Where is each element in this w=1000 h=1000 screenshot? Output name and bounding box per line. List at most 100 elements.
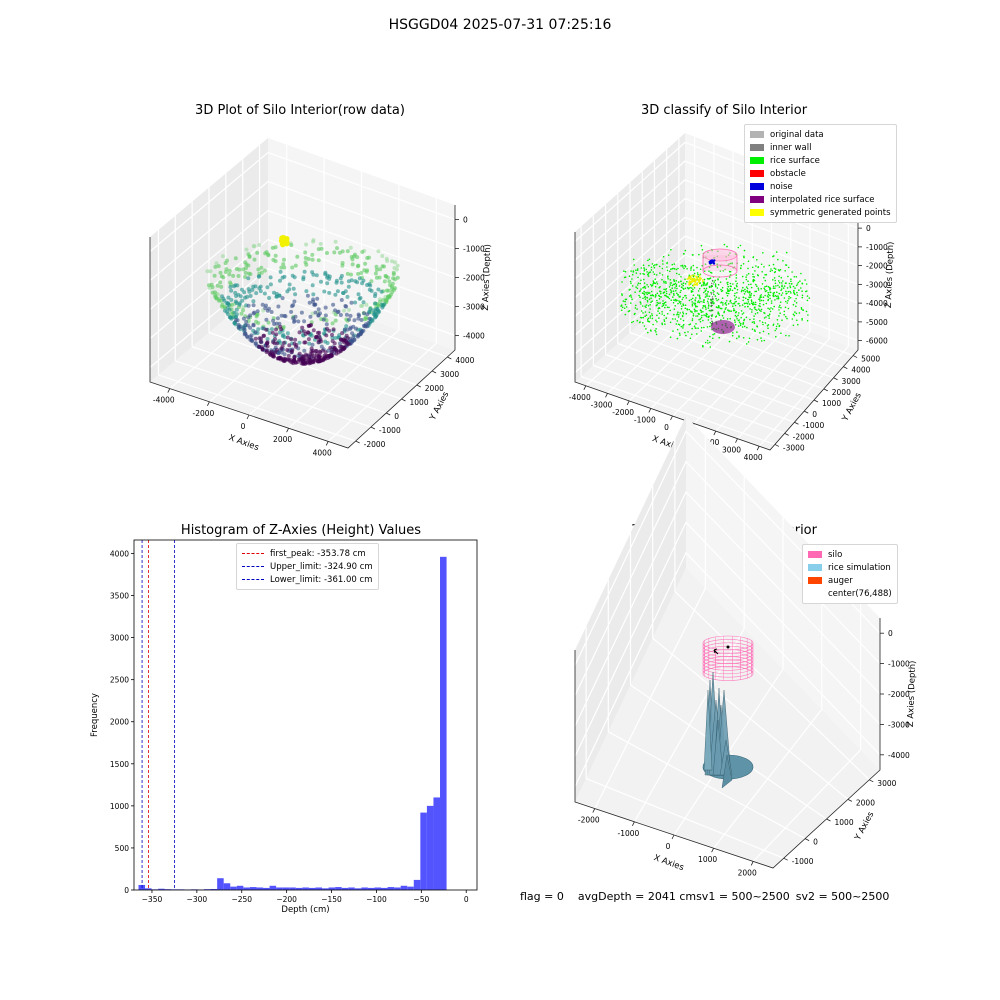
rice-surface-point xyxy=(785,315,787,318)
rice-surface-point xyxy=(705,308,707,310)
y-tick-label: 4000 xyxy=(455,356,474,365)
raw-point xyxy=(278,278,282,283)
raw-point xyxy=(325,281,330,286)
x-tick-label: -2000 xyxy=(612,408,634,417)
rice-surface-point xyxy=(650,297,652,300)
y-tick xyxy=(826,818,831,822)
rice-surface-point xyxy=(744,291,747,293)
rice-surface-point xyxy=(635,286,637,288)
raw-point xyxy=(223,270,228,274)
rice-surface-point xyxy=(754,306,756,309)
histogram-bar xyxy=(440,556,447,890)
x-tick-label: -4000 xyxy=(153,396,175,405)
rice-surface-point xyxy=(627,310,630,313)
status-line: flag = 0 avgDepth = 2041 cmsv1 = 500~2500… xyxy=(520,890,903,903)
raw-point xyxy=(369,288,374,293)
raw-point xyxy=(391,276,396,281)
x-tick-label: 3000 xyxy=(722,446,741,455)
inner-wall-point xyxy=(712,279,714,282)
rice-surface-point xyxy=(698,253,700,256)
histogram-bar xyxy=(420,812,427,890)
rice-surface-point xyxy=(682,304,685,307)
raw-point xyxy=(380,254,385,258)
rice-surface-point xyxy=(719,307,722,310)
noise-point xyxy=(708,262,712,265)
rice-surface-point xyxy=(647,320,649,323)
raw-point xyxy=(344,324,349,329)
rice-surface-point xyxy=(699,320,702,323)
rice-surface-point xyxy=(623,270,625,272)
rice-surface-point xyxy=(682,325,684,327)
rice-surface-point xyxy=(717,305,720,307)
raw-point xyxy=(319,279,323,284)
raw-point xyxy=(229,288,234,293)
x-tick-label: −300 xyxy=(187,895,208,904)
rice-surface-point xyxy=(759,320,761,322)
rice-surface-point xyxy=(771,308,774,310)
rice-surface-point xyxy=(628,295,631,297)
rice-surface-point xyxy=(673,299,675,302)
raw-point xyxy=(341,291,346,296)
rice-surface-point xyxy=(703,305,705,308)
rice-surface-point xyxy=(684,331,686,334)
rice-surface-point xyxy=(769,291,772,294)
raw-point xyxy=(364,302,369,307)
rice-surface-point xyxy=(712,333,714,336)
y-tick-label: 3500 xyxy=(110,592,129,601)
raw-point xyxy=(293,344,298,349)
histogram-bar xyxy=(413,879,421,890)
y-tick-label: -1000 xyxy=(379,426,401,435)
rice-surface-point xyxy=(640,279,642,282)
raw-point xyxy=(373,271,378,276)
raw-point xyxy=(314,273,319,278)
raw-point xyxy=(316,247,321,252)
raw-point xyxy=(333,318,338,323)
rice-surface-point xyxy=(621,281,623,283)
symmetric-point xyxy=(696,282,699,284)
rice-surface-point xyxy=(624,303,627,306)
rice-surface-point xyxy=(645,306,647,309)
rice-surface-point xyxy=(661,305,663,308)
z-tick-label: -2000 xyxy=(463,274,485,283)
raw-point xyxy=(340,331,345,336)
rice-surface-point xyxy=(676,328,679,331)
rice-surface-point xyxy=(783,297,786,299)
rice-surface-point xyxy=(675,284,678,286)
raw-point xyxy=(334,280,339,285)
legend-label: first_peak: -353.78 cm xyxy=(270,548,366,559)
rice-surface-point xyxy=(714,295,717,297)
inner-wall-point xyxy=(711,296,714,298)
inner-wall-point xyxy=(710,285,713,287)
rice-surface-point xyxy=(748,303,751,305)
raw-point xyxy=(265,344,270,349)
y-tick-label: 2000 xyxy=(110,718,129,727)
rice-surface-point xyxy=(655,319,657,322)
rice-surface-point xyxy=(651,317,654,320)
rice-surface-point xyxy=(642,264,645,267)
raw-point xyxy=(304,262,309,267)
rice-surface-point xyxy=(801,282,804,285)
rice-surface-point xyxy=(733,287,736,289)
raw-point xyxy=(355,255,360,260)
rice-surface-point xyxy=(748,294,751,296)
rice-surface-point xyxy=(760,340,763,342)
raw-point xyxy=(369,279,374,284)
raw-point xyxy=(285,331,290,336)
rice-surface-point xyxy=(647,275,650,277)
rice-surface-point xyxy=(689,310,692,312)
rice-surface-point xyxy=(666,262,668,265)
rice-surface-point xyxy=(644,315,646,318)
rice-surface-point xyxy=(746,305,749,308)
sv1-text: sv1 = 500~2500 xyxy=(696,890,790,903)
raw-point xyxy=(338,344,343,349)
rice-surface-point xyxy=(760,294,762,296)
rice-surface-point xyxy=(773,255,775,257)
inner-wall-point xyxy=(711,302,713,304)
raw-point xyxy=(324,322,329,327)
rice-surface-point xyxy=(677,302,679,305)
rice-surface-point xyxy=(713,333,716,335)
rice-surface-point xyxy=(787,266,790,269)
raw-point xyxy=(322,289,327,294)
rice-surface-point xyxy=(691,301,693,303)
rice-surface-point xyxy=(777,323,779,325)
